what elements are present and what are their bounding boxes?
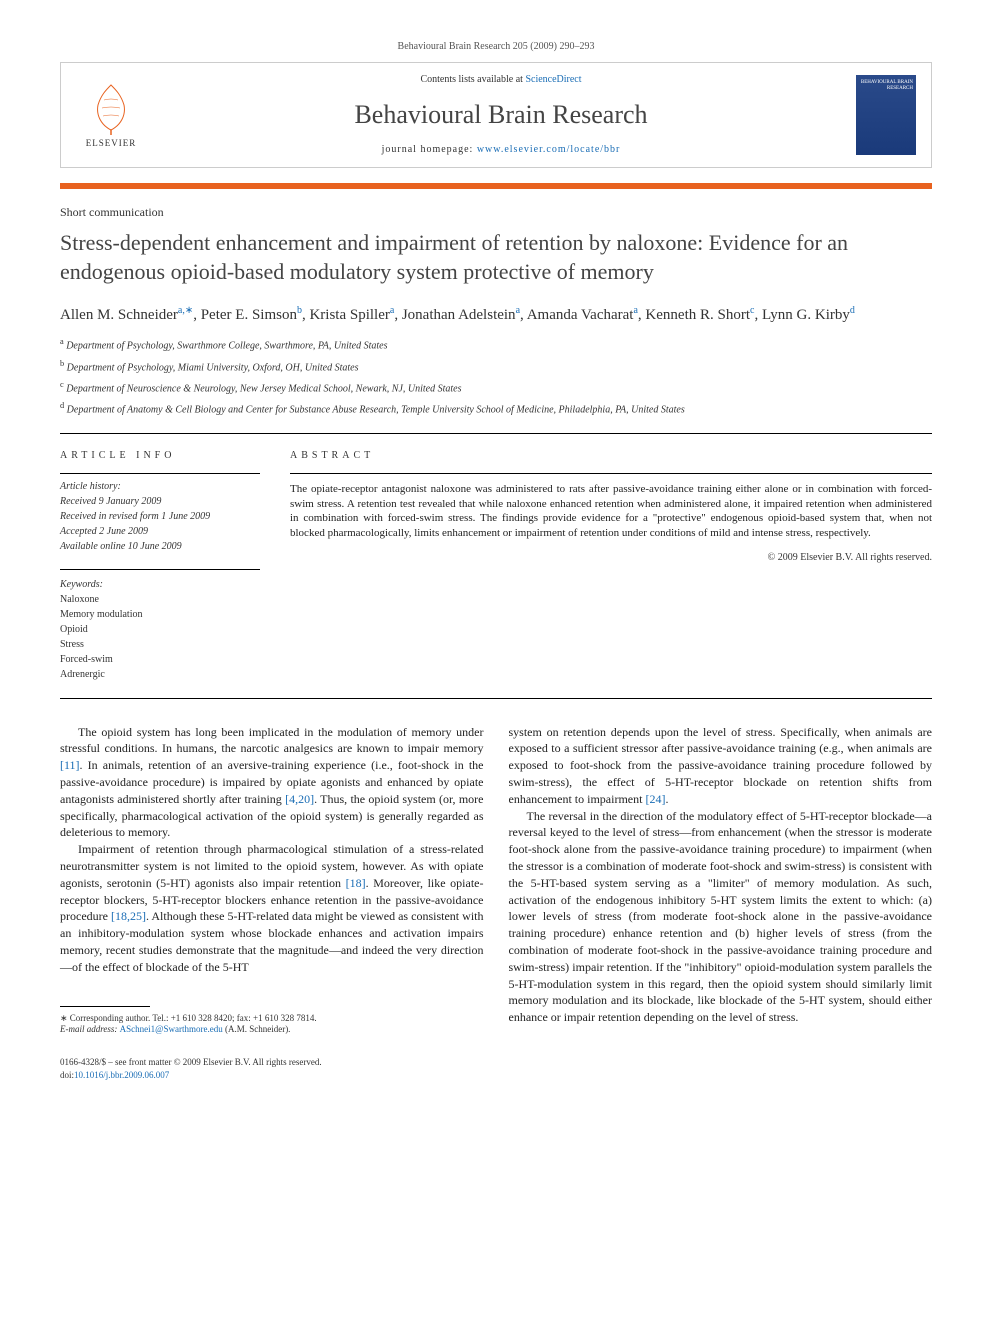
- article-info-heading: ARTICLE INFO: [60, 449, 260, 463]
- footer-copyright: 0166-4328/$ – see front matter © 2009 El…: [60, 1056, 932, 1069]
- author-affil-sup: a,∗: [178, 305, 193, 316]
- article-title: Stress-dependent enhancement and impairm…: [60, 229, 932, 286]
- author-affil-sup: a: [390, 305, 394, 316]
- footer-block: 0166-4328/$ – see front matter © 2009 El…: [60, 1056, 932, 1081]
- footnote-separator: [60, 1006, 150, 1007]
- abstract-divider: [290, 473, 932, 474]
- homepage-line: journal homepage: www.elsevier.com/locat…: [146, 143, 856, 157]
- citation-link[interactable]: [4,20]: [285, 792, 314, 806]
- elsevier-logo: ELSEVIER: [76, 75, 146, 155]
- journal-name: Behavioural Brain Research: [146, 97, 856, 133]
- body-text: The opioid system has long been implicat…: [60, 725, 484, 756]
- body-columns: The opioid system has long been implicat…: [60, 724, 932, 1036]
- body-paragraph: system on retention depends upon the lev…: [509, 724, 933, 808]
- email-label: E-mail address:: [60, 1024, 120, 1034]
- article-type: Short communication: [60, 204, 932, 221]
- affiliation-line: c Department of Neuroscience & Neurology…: [60, 379, 932, 396]
- history-item: Received 9 January 2009: [60, 495, 260, 509]
- running-header: Behavioural Brain Research 205 (2009) 29…: [60, 40, 932, 54]
- history-item: Received in revised form 1 June 2009: [60, 510, 260, 524]
- doi-link[interactable]: 10.1016/j.bbr.2009.06.007: [74, 1070, 169, 1080]
- footer-doi-line: doi:10.1016/j.bbr.2009.06.007: [60, 1069, 932, 1082]
- author-affil-sup: c: [750, 305, 754, 316]
- affiliation-line: a Department of Psychology, Swarthmore C…: [60, 336, 932, 353]
- doi-prefix: doi:: [60, 1070, 74, 1080]
- contents-available-line: Contents lists available at ScienceDirec…: [146, 73, 856, 87]
- email-suffix: (A.M. Schneider).: [223, 1024, 291, 1034]
- author-name: Amanda Vacharat: [527, 307, 634, 323]
- abstract-copyright: © 2009 Elsevier B.V. All rights reserved…: [290, 551, 932, 565]
- corresponding-author-footnote: ∗ Corresponding author. Tel.: +1 610 328…: [60, 1013, 484, 1036]
- authors-list: Allen M. Schneidera,∗, Peter E. Simsonb,…: [60, 304, 932, 326]
- abstract-heading: ABSTRACT: [290, 449, 932, 463]
- keyword-item: Opioid: [60, 623, 260, 637]
- sciencedirect-link[interactable]: ScienceDirect: [525, 74, 581, 85]
- citation-link[interactable]: [18]: [346, 876, 366, 890]
- body-paragraph: Impairment of retention through pharmaco…: [60, 841, 484, 975]
- history-item: Accepted 2 June 2009: [60, 525, 260, 539]
- author-name: Krista Spiller: [309, 307, 389, 323]
- body-paragraph: The reversal in the direction of the mod…: [509, 808, 933, 1026]
- body-column-right: system on retention depends upon the lev…: [509, 724, 933, 1036]
- author-affil-sup: d: [850, 305, 855, 316]
- body-paragraph: The opioid system has long been implicat…: [60, 724, 484, 842]
- keyword-item: Stress: [60, 638, 260, 652]
- affiliation-line: d Department of Anatomy & Cell Biology a…: [60, 400, 932, 417]
- elsevier-label: ELSEVIER: [86, 137, 137, 150]
- author-name: Allen M. Schneider: [60, 307, 178, 323]
- keyword-item: Adrenergic: [60, 668, 260, 682]
- article-info-column: ARTICLE INFO Article history: Received 9…: [60, 449, 260, 683]
- keywords-list: NaloxoneMemory modulationOpioidStressFor…: [60, 593, 260, 682]
- journal-header-center: Contents lists available at ScienceDirec…: [146, 73, 856, 157]
- author-affil-sup: b: [297, 305, 302, 316]
- keyword-item: Naloxone: [60, 593, 260, 607]
- divider-line-2: [60, 698, 932, 699]
- elsevier-tree-icon: [86, 80, 136, 135]
- author-name: Jonathan Adelstein: [402, 307, 516, 323]
- email-link[interactable]: ASchnei1@Swarthmore.edu: [120, 1024, 223, 1034]
- keywords-block: Keywords: NaloxoneMemory modulationOpioi…: [60, 569, 260, 682]
- keyword-item: Memory modulation: [60, 608, 260, 622]
- info-divider: [60, 473, 260, 474]
- author-affil-sup: a: [633, 305, 637, 316]
- history-list: Received 9 January 2009Received in revis…: [60, 495, 260, 554]
- author-affil-sup: a: [516, 305, 520, 316]
- author-name: Peter E. Simson: [201, 307, 297, 323]
- body-text: system on retention depends upon the lev…: [509, 725, 933, 806]
- homepage-link[interactable]: www.elsevier.com/locate/bbr: [477, 144, 621, 155]
- affiliations-block: a Department of Psychology, Swarthmore C…: [60, 336, 932, 417]
- journal-cover-thumbnail: BEHAVIOURAL BRAIN RESEARCH: [856, 75, 916, 155]
- keywords-label: Keywords:: [60, 578, 260, 592]
- body-column-left: The opioid system has long been implicat…: [60, 724, 484, 1036]
- info-abstract-row: ARTICLE INFO Article history: Received 9…: [60, 449, 932, 683]
- cover-thumb-text: BEHAVIOURAL BRAIN RESEARCH: [856, 80, 913, 91]
- affiliation-line: b Department of Psychology, Miami Univer…: [60, 358, 932, 375]
- homepage-prefix: journal homepage:: [382, 144, 477, 155]
- contents-prefix: Contents lists available at: [420, 74, 525, 85]
- divider-line: [60, 433, 932, 434]
- history-item: Available online 10 June 2009: [60, 540, 260, 554]
- author-name: Kenneth R. Short: [645, 307, 750, 323]
- citation-link[interactable]: [11]: [60, 758, 80, 772]
- keyword-item: Forced-swim: [60, 653, 260, 667]
- citation-link[interactable]: [24]: [645, 792, 665, 806]
- citation-link[interactable]: [18,25]: [111, 909, 146, 923]
- body-text: .: [665, 792, 668, 806]
- footnote-email-line: E-mail address: ASchnei1@Swarthmore.edu …: [60, 1024, 484, 1036]
- author-name: Lynn G. Kirby: [762, 307, 850, 323]
- history-label: Article history:: [60, 480, 260, 494]
- orange-divider-bar: [60, 183, 932, 189]
- abstract-text: The opiate-receptor antagonist naloxone …: [290, 482, 932, 541]
- abstract-column: ABSTRACT The opiate-receptor antagonist …: [290, 449, 932, 683]
- journal-header-box: ELSEVIER Contents lists available at Sci…: [60, 62, 932, 168]
- footnote-line: ∗ Corresponding author. Tel.: +1 610 328…: [60, 1013, 484, 1025]
